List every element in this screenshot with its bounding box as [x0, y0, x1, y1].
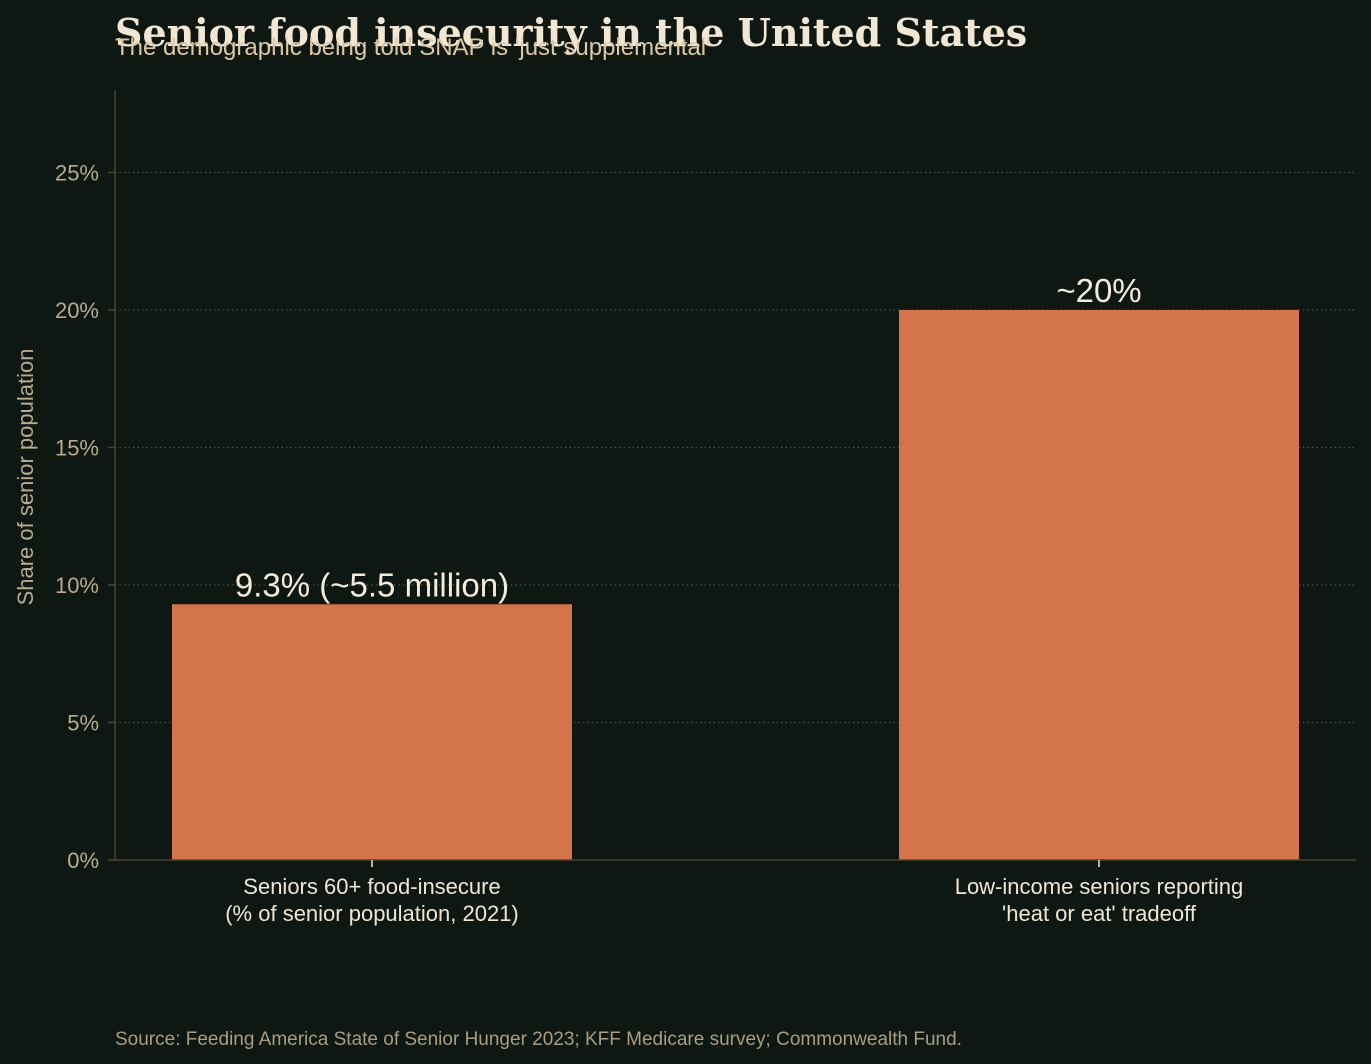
data-labels: 9.3% (~5.5 million) ~20% — [235, 272, 1142, 603]
y-tick-label: 25% — [55, 161, 99, 186]
chart-title: Senior food insecurity in the United Sta… — [115, 10, 1027, 55]
y-axis-label: Share of senior population — [13, 349, 38, 606]
bar — [172, 604, 572, 860]
axes — [108, 90, 1356, 867]
y-tick-label: 5% — [67, 711, 99, 736]
data-label: ~20% — [1056, 272, 1141, 309]
chart-subtitle: The demographic being told SNAP is 'just… — [115, 34, 711, 61]
y-tick-label: 10% — [55, 573, 99, 598]
category-label: Low-income seniors reporting'heat or eat… — [955, 874, 1244, 926]
category-labels: Seniors 60+ food-insecure (% of senior po… — [225, 874, 1243, 926]
data-label: 9.3% (~5.5 million) — [235, 566, 509, 603]
y-tick-label: 20% — [55, 298, 99, 323]
source-note: Source: Feeding America State of Senior … — [115, 1029, 962, 1050]
bars — [172, 310, 1299, 860]
bar — [899, 310, 1299, 860]
y-tick-label: 15% — [55, 436, 99, 461]
category-label: Seniors 60+ food-insecure (% of senior po… — [225, 874, 519, 926]
y-tick-labels: 0% 5% 10% 15% 20% 25% — [55, 161, 99, 874]
y-tick-label: 0% — [67, 848, 99, 873]
